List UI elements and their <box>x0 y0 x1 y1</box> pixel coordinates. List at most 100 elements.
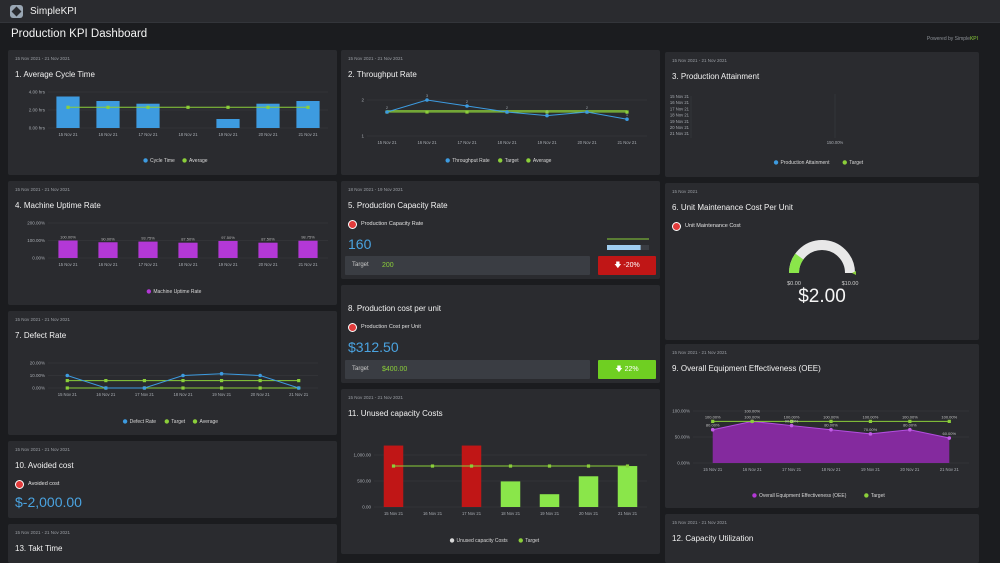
defect-rate-chart: 20.00% 10.00% 0.00% 15 Nov 21 16 Nov 21 17 No… <box>30 361 318 425</box>
powered-prefix: Powered by Simple <box>926 36 970 42</box>
legend-label: Unused capacity Costs <box>457 538 509 544</box>
x-tick-label: 17 Nov 21 <box>138 262 158 267</box>
legend-label: Target <box>505 158 520 164</box>
card-throughput-rate[interactable]: 15 Nov 2021 - 21 Nov 2021 2. Throughput … <box>341 50 660 175</box>
point-average <box>306 105 310 109</box>
card-title: 12. Capacity Utilization <box>672 534 754 543</box>
point-defect-rate <box>142 386 147 390</box>
kpi-value: $-2,000.00 <box>15 494 82 510</box>
x-tick-label: 17 Nov 21 <box>138 132 158 137</box>
gauge-max-label: $10.00 <box>842 281 859 287</box>
card-title: 9. Overall Equipment Effectiveness (OEE) <box>672 364 821 373</box>
card-title: 10. Avoided cost <box>15 461 74 470</box>
card-takt-time[interactable]: 15 Nov 2021 - 21 Nov 2021 13. Takt Time <box>8 524 337 563</box>
card-avoided-cost[interactable]: 15 Nov 2021 - 21 Nov 2021 10. Avoided co… <box>8 441 337 518</box>
card-unit-maintenance-cost[interactable]: 15 Nov 2021 6. Unit Maintenance Cost Per… <box>665 183 979 340</box>
powered-brand: KPI <box>969 36 978 42</box>
arrow-down-icon: 🡇 <box>615 366 623 373</box>
y-tick-label: 50.00% <box>675 435 690 440</box>
x-tick-label: 16 Nov 21 <box>423 511 443 516</box>
gauge-min-label: $0.00 <box>787 281 801 287</box>
x-tick-label: 16 Nov 21 <box>417 140 437 145</box>
point-average <box>66 105 70 109</box>
x-tick-label: 21 Nov 21 <box>940 467 960 472</box>
delta-badge: 🡇 22% <box>598 360 656 379</box>
legend-marker <box>498 158 503 163</box>
date-range: 15 Nov 2021 - 21 Nov 2021 <box>15 56 71 61</box>
target-label: Target <box>352 262 369 268</box>
legend-marker <box>773 160 779 165</box>
legend-label: Overall Equipment Effectiveness (OEE) <box>759 493 847 499</box>
y-tick-label: 0.00% <box>32 256 45 261</box>
data-label: 80.00% <box>706 423 720 428</box>
card-machine-uptime-rate[interactable]: 15 Nov 2021 - 21 Nov 2021 4. Machine Upt… <box>8 181 337 305</box>
point-average <box>266 105 270 109</box>
bar-uptime <box>218 240 238 258</box>
card-oee[interactable]: 15 Nov 2021 - 21 Nov 2021 9. Overall Equ… <box>665 344 979 508</box>
point-target <box>789 419 794 423</box>
target-label: 100.00% <box>744 414 760 419</box>
date-range: 15 Nov 2021 <box>672 189 698 194</box>
point-target <box>868 419 873 423</box>
point-average <box>186 105 190 109</box>
data-label: 93.75% <box>141 236 155 241</box>
data-label: 60.00% <box>942 431 956 436</box>
card-unused-capacity-costs[interactable]: 15 Nov 2021 - 21 Nov 2021 11. Unused cap… <box>341 389 660 554</box>
card-production-capacity-rate[interactable]: 18 Nov 2021 - 19 Nov 2021 5. Production … <box>341 181 660 279</box>
x-tick-label: 18 Nov 21 <box>173 392 193 397</box>
legend-marker <box>182 158 187 163</box>
page-title: Production KPI Dashboard <box>11 28 148 40</box>
card-defect-rate[interactable]: 15 Nov 2021 - 21 Nov 2021 7. Defect Rate… <box>8 311 337 435</box>
target-label: 100.00% <box>705 414 721 419</box>
x-tick-label: 16 Nov 21 <box>98 132 118 137</box>
card-production-attainment[interactable]: 15 Nov 2021 - 21 Nov 2021 3. Production … <box>665 52 979 177</box>
x-tick-label: 17 Nov 21 <box>135 392 155 397</box>
legend-marker <box>526 158 531 163</box>
card-title: 8. Production cost per unit <box>348 304 441 313</box>
x-tick-label: 15 Nov 21 <box>384 511 404 516</box>
data-label: 90.00% <box>101 236 115 241</box>
point-target <box>711 419 715 423</box>
x-tick-label: 15 Nov 21 <box>377 140 397 145</box>
card-title: 3. Production Attainment <box>672 72 760 81</box>
bar-cycle-time <box>296 101 320 128</box>
point-average <box>106 105 110 109</box>
card-title: 13. Takt Time <box>15 544 63 553</box>
legend-marker <box>842 160 847 165</box>
y-tick-label: 20.00% <box>30 361 45 366</box>
y-tick-label: 0.00 hrs <box>29 126 46 131</box>
x-tick-label: 18 Nov 21 <box>821 467 841 472</box>
x-tick-label: 19 Nov 21 <box>540 511 560 516</box>
card-production-cost-per-unit[interactable]: 8. Production cost per unit Production C… <box>341 285 660 383</box>
date-range: 15 Nov 2021 - 21 Nov 2021 <box>672 350 728 355</box>
data-label: 3 <box>426 93 429 98</box>
app-name[interactable]: SimpleKPI <box>30 6 77 17</box>
point-average <box>65 379 69 383</box>
point-target <box>430 464 435 468</box>
date-range: 15 Nov 2021 - 21 Nov 2021 <box>15 530 71 535</box>
x-tick-label: 20 Nov 21 <box>579 511 599 516</box>
bar-cycle-time <box>256 103 280 128</box>
gauge-fill <box>789 253 804 274</box>
legend-label: Target <box>525 538 540 544</box>
x-tick-label: 20 Nov 21 <box>258 262 278 267</box>
legend-label: Target <box>171 419 186 425</box>
y-tick-label: 20 Nov 21 <box>670 125 690 130</box>
x-tick-label: 21 Nov 21 <box>618 511 638 516</box>
card-title: 7. Defect Rate <box>15 331 67 340</box>
legend-label: Average <box>189 158 208 164</box>
simplekpi-logo-icon[interactable] <box>10 5 23 18</box>
x-tick-label: 17 Nov 21 <box>457 140 477 145</box>
point-average <box>258 379 262 383</box>
powered-by[interactable]: Powered by SimpleKPI <box>927 36 978 42</box>
point-oee <box>829 427 833 432</box>
y-tick-label: 2.00 hrs <box>29 108 46 113</box>
point-target <box>829 419 833 423</box>
x-tick-label: 20 Nov 21 <box>251 392 271 397</box>
x-tick-label: 16 Nov 21 <box>98 262 118 267</box>
card-average-cycle-time[interactable]: 15 Nov 2021 - 21 Nov 2021 1. Average Cyc… <box>8 50 337 175</box>
card-capacity-utilization[interactable]: 15 Nov 2021 - 21 Nov 2021 12. Capacity U… <box>665 514 979 563</box>
target-label: 100.00% <box>784 414 800 419</box>
data-label: 98.75% <box>301 235 315 240</box>
legend-label: Average <box>533 158 552 164</box>
